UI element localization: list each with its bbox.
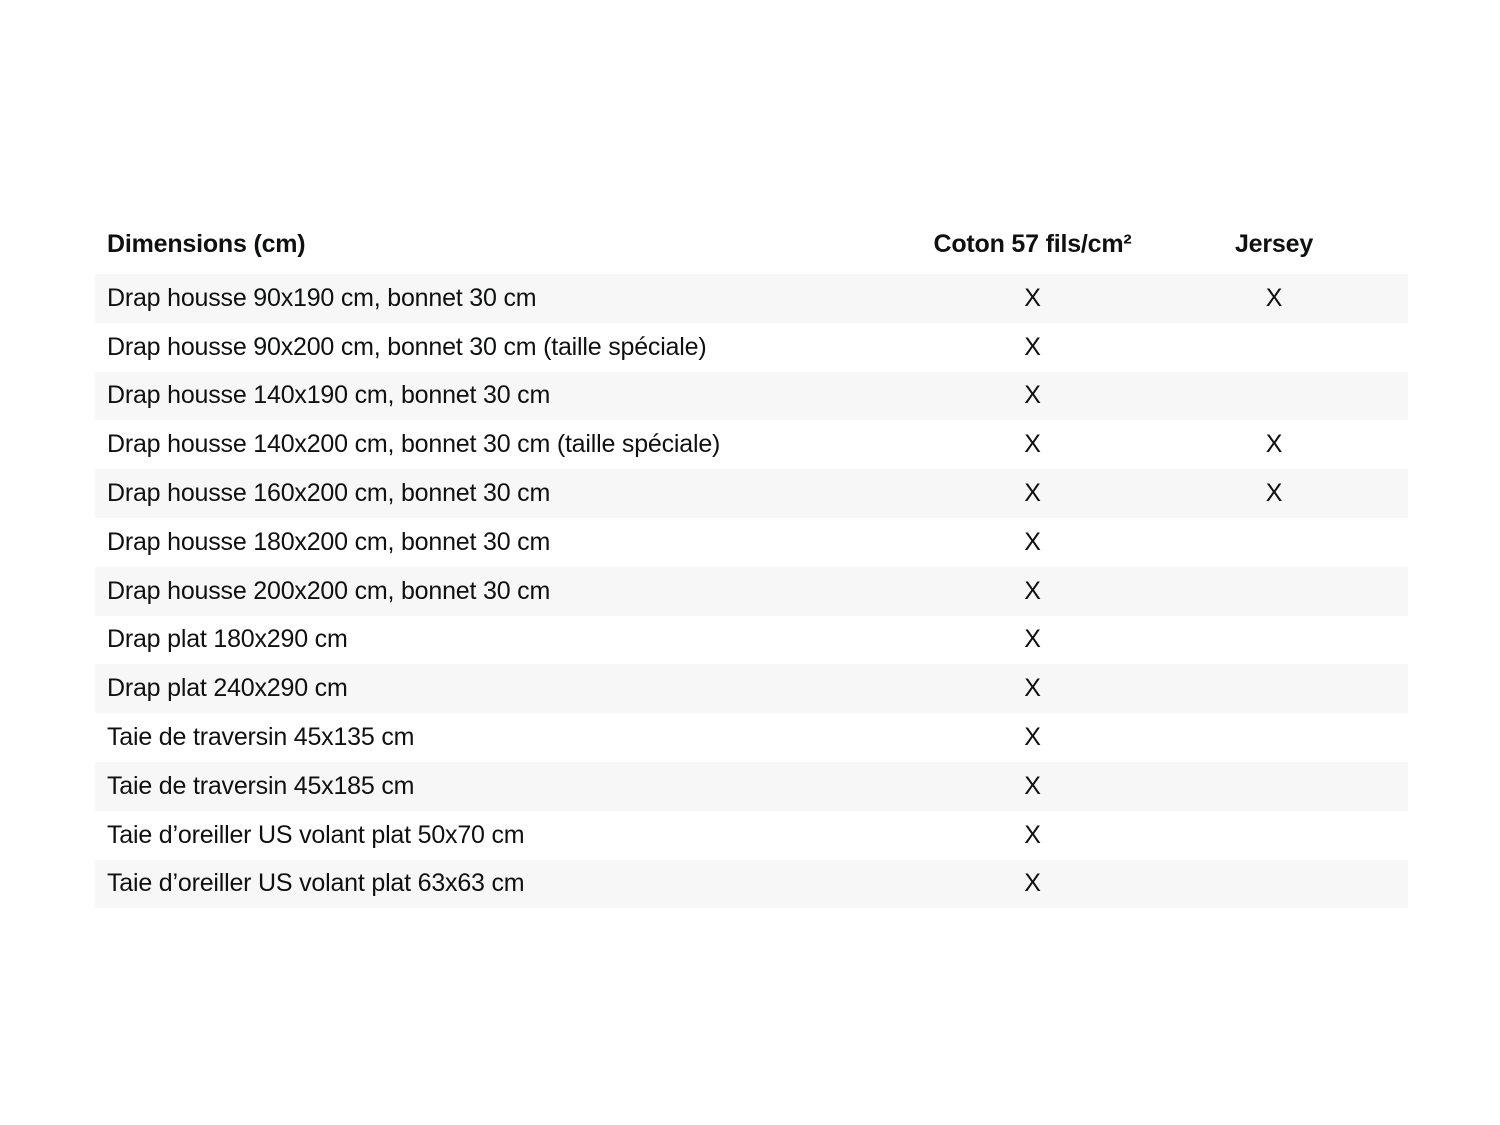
row-label: Drap housse 160x200 cm, bonnet 30 cm (107, 479, 551, 508)
table-row: Drap housse 140x200 cm, bonnet 30 cm (ta… (95, 420, 1408, 469)
coton-mark: X (1024, 771, 1041, 800)
table-row: Drap housse 200x200 cm, bonnet 30 cm X (95, 566, 1408, 616)
jersey-mark: X (1265, 430, 1283, 459)
coton-mark: X (1024, 283, 1041, 312)
jersey-mark: X (1265, 479, 1283, 508)
row-label: Taie d’oreiller US volant plat 63x63 cm (107, 869, 525, 898)
table-row: Drap housse 90x200 cm, bonnet 30 cm (tai… (95, 323, 1408, 372)
coton-mark: X (1024, 576, 1041, 605)
column-header-coton: Coton 57 fils/cm² (933, 229, 1132, 258)
table-row: Drap plat 240x290 cm X (95, 664, 1408, 714)
jersey-mark: X (1265, 283, 1283, 312)
table-header-row: Dimensions (cm) Coton 57 fils/cm² Jersey (95, 214, 1408, 274)
row-label: Taie de traversin 45x185 cm (107, 771, 415, 800)
row-label: Drap housse 140x190 cm, bonnet 30 cm (107, 381, 551, 410)
row-label: Drap plat 240x290 cm (107, 674, 348, 703)
table-row: Taie de traversin 45x185 cm X (95, 761, 1408, 811)
row-label: Drap housse 90x200 cm, bonnet 30 cm (tai… (107, 332, 707, 361)
coton-mark: X (1024, 723, 1041, 752)
coton-mark: X (1024, 674, 1041, 703)
row-label: Drap housse 90x190 cm, bonnet 30 cm (107, 283, 537, 312)
table-row: Taie d’oreiller US volant plat 50x70 cm … (95, 811, 1408, 860)
table-row: Drap housse 160x200 cm, bonnet 30 cm X X (95, 469, 1408, 518)
table-row: Drap plat 180x290 cm X (95, 616, 1408, 665)
table-row: Taie d’oreiller US volant plat 63x63 cm … (95, 859, 1408, 909)
coton-mark: X (1024, 625, 1041, 654)
comparison-table: Dimensions (cm) Coton 57 fils/cm² Jersey… (95, 214, 1408, 909)
coton-mark: X (1024, 332, 1041, 361)
coton-mark: X (1024, 869, 1041, 898)
table-row: Drap housse 90x190 cm, bonnet 30 cm X X (95, 274, 1408, 323)
coton-mark: X (1024, 381, 1041, 410)
coton-mark: X (1024, 479, 1041, 508)
row-label: Drap housse 140x200 cm, bonnet 30 cm (ta… (107, 430, 721, 459)
table-row: Drap housse 140x190 cm, bonnet 30 cm X (95, 371, 1408, 421)
coton-mark: X (1024, 430, 1041, 459)
row-label: Taie d’oreiller US volant plat 50x70 cm (107, 820, 525, 849)
row-label: Drap plat 180x290 cm (107, 625, 348, 654)
column-header-dimensions: Dimensions (cm) (107, 229, 306, 258)
row-label: Drap housse 180x200 cm, bonnet 30 cm (107, 527, 551, 556)
table-row: Taie de traversin 45x135 cm X (95, 713, 1408, 762)
row-label: Drap housse 200x200 cm, bonnet 30 cm (107, 576, 551, 605)
coton-mark: X (1024, 820, 1041, 849)
table-row: Drap housse 180x200 cm, bonnet 30 cm X (95, 518, 1408, 567)
row-label: Taie de traversin 45x135 cm (107, 723, 415, 752)
column-header-jersey: Jersey (1234, 229, 1314, 258)
coton-mark: X (1024, 527, 1041, 556)
